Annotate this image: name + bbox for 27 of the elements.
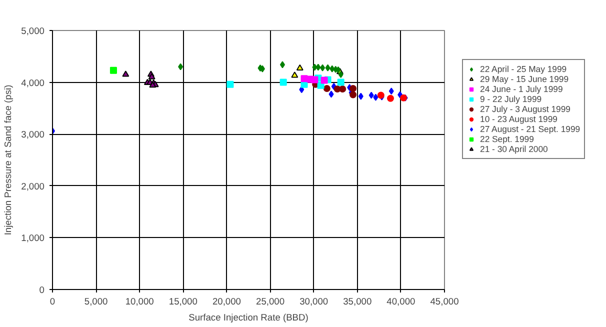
x-tick-label: 25,000 bbox=[256, 296, 285, 306]
y-tick-label: 0 bbox=[39, 285, 45, 295]
x-tick-label: 45,000 bbox=[430, 296, 459, 306]
y-tick-label: 4,000 bbox=[21, 78, 44, 88]
legend-label: 22 April - 25 May 1999 bbox=[480, 64, 567, 74]
legend-label: 9 - 22 July 1999 bbox=[480, 94, 542, 104]
legend-label: 10 - 23 August 1999 bbox=[480, 114, 558, 124]
y-tick-label: 3,000 bbox=[21, 130, 44, 140]
x-tick-label: 0 bbox=[50, 296, 56, 306]
legend-label: 21 - 30 April 2000 bbox=[480, 144, 548, 154]
legend-label: 29 May - 15 June 1999 bbox=[480, 74, 569, 84]
x-tick-label: 20,000 bbox=[212, 296, 241, 306]
x-tick-label: 5,000 bbox=[84, 296, 108, 306]
x-axis-title: Surface Injection Rate (BBD) bbox=[188, 312, 308, 322]
x-tick-label: 40,000 bbox=[386, 296, 416, 306]
legend-label: 27 August - 21 Sept. 1999 bbox=[480, 124, 580, 134]
x-tick-label: 30,000 bbox=[300, 296, 328, 306]
legend-label: 27 July - 3 August 1999 bbox=[480, 104, 570, 114]
x-tick-label: 35,000 bbox=[343, 296, 372, 306]
y-tick-label: 1,000 bbox=[21, 233, 44, 244]
y-tick-label: 2,000 bbox=[21, 181, 44, 192]
legend-label: 22 Sept. 1999 bbox=[480, 134, 534, 144]
legend-label: 24 June - 1 July 1999 bbox=[480, 84, 563, 94]
y-tick-label: 5,000 bbox=[21, 26, 44, 36]
x-tick-label: 10,000 bbox=[125, 296, 154, 306]
y-axis-title: Injection Pressure at Sand face (psi) bbox=[3, 84, 14, 236]
x-tick-label: 15,000 bbox=[168, 296, 198, 306]
